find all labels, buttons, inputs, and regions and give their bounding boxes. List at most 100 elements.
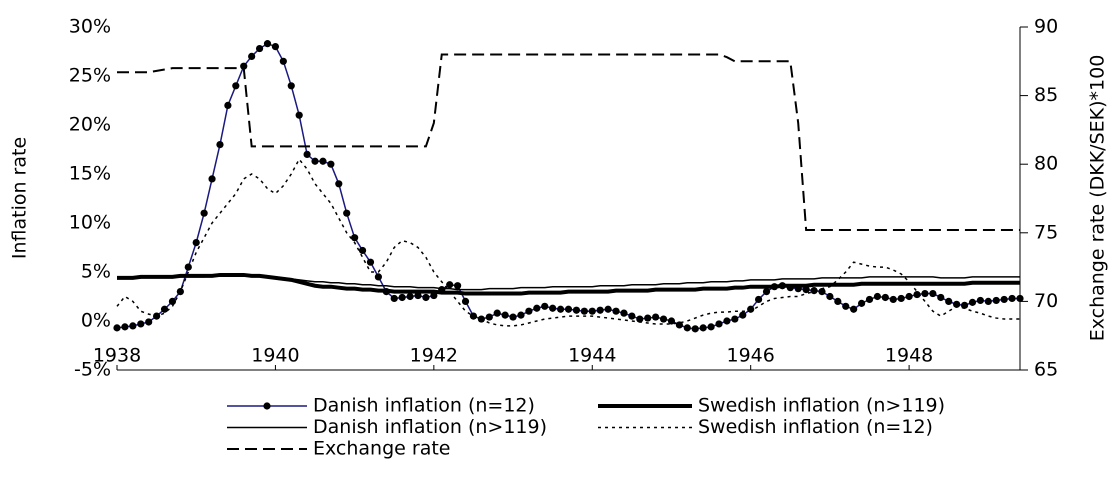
data-point	[129, 322, 137, 330]
y2-tick-label: 75	[1034, 221, 1058, 243]
legend-label: Swedish inflation (n=12)	[698, 416, 933, 438]
data-point	[501, 311, 509, 319]
data-point	[366, 258, 375, 266]
data-point	[232, 82, 240, 90]
legend-label: Swedish inflation (n>119)	[698, 395, 945, 417]
data-point	[263, 40, 272, 48]
data-point	[992, 296, 1000, 305]
data-point	[351, 234, 359, 242]
data-point	[422, 293, 430, 302]
data-point	[802, 286, 810, 294]
series-line	[117, 272, 1020, 296]
data-point	[200, 209, 208, 217]
data-point	[255, 44, 264, 53]
data-point	[620, 309, 628, 317]
data-point	[842, 302, 850, 310]
series-line	[117, 275, 1020, 291]
data-point	[612, 307, 620, 315]
data-point	[319, 157, 327, 165]
data-point	[517, 311, 525, 319]
data-point	[818, 288, 826, 296]
data-point	[976, 296, 984, 305]
data-point	[248, 52, 256, 61]
data-point	[240, 62, 248, 70]
data-point	[889, 295, 897, 304]
data-point	[192, 239, 200, 247]
data-point	[414, 291, 422, 300]
data-point	[699, 324, 707, 332]
data-point	[628, 312, 636, 320]
data-point	[715, 320, 723, 328]
data-point	[327, 160, 335, 168]
data-point	[343, 209, 351, 217]
y2-tick-label: 65	[1034, 359, 1058, 381]
x-tick-label: 1946	[727, 345, 775, 367]
data-point	[374, 273, 382, 281]
data-point	[541, 302, 549, 310]
data-point	[873, 292, 882, 301]
data-point	[398, 293, 406, 302]
data-point	[921, 289, 929, 298]
data-point	[691, 325, 699, 333]
y2-tick-label: 70	[1034, 290, 1058, 312]
data-point	[137, 320, 145, 328]
data-point	[564, 305, 573, 313]
data-point	[604, 305, 612, 313]
data-point	[897, 294, 905, 303]
data-point	[525, 307, 533, 315]
data-point	[295, 111, 303, 119]
y-tick-label: 15%	[69, 163, 111, 185]
legend-label: Exchange rate	[313, 438, 450, 460]
data-point	[208, 175, 216, 183]
data-point	[216, 141, 224, 149]
data-point	[683, 324, 691, 332]
data-point	[406, 292, 414, 301]
series-line	[117, 53, 1020, 232]
data-point	[945, 297, 953, 305]
data-point	[485, 313, 493, 321]
data-point	[667, 317, 676, 325]
x-tick-label: 1938	[93, 345, 141, 367]
data-point	[113, 324, 121, 332]
data-point	[731, 315, 739, 323]
data-point	[596, 306, 604, 314]
data-point	[287, 82, 295, 90]
data-point	[533, 304, 541, 312]
x-tick-label: 1944	[568, 345, 616, 367]
data-point	[145, 318, 153, 326]
x-tick-label: 1948	[885, 345, 933, 367]
data-point	[335, 180, 343, 188]
legend-marker	[263, 402, 271, 410]
data-point	[850, 305, 858, 313]
data-point	[580, 307, 588, 315]
y2-tick-label: 90	[1034, 16, 1058, 38]
y-axis-title: Inflation rate	[9, 137, 31, 259]
data-point	[588, 307, 596, 315]
data-point	[358, 246, 367, 255]
y-tick-label: 30%	[69, 16, 111, 38]
data-point	[1008, 294, 1016, 303]
data-point	[834, 297, 842, 305]
data-point	[881, 293, 889, 302]
data-point	[810, 287, 818, 295]
data-point	[707, 323, 715, 331]
data-point	[739, 311, 747, 319]
x-tick-label: 1940	[251, 345, 299, 367]
legend-label: Danish inflation (n=12)	[313, 395, 535, 417]
data-point	[755, 295, 763, 304]
data-point	[913, 290, 921, 299]
data-point	[937, 293, 945, 302]
data-point	[762, 288, 771, 296]
data-point	[160, 305, 169, 313]
data-point	[636, 315, 644, 323]
data-point	[168, 297, 177, 305]
y-tick-label: 0%	[81, 310, 111, 332]
data-point	[224, 101, 232, 109]
y-tick-label: 10%	[69, 212, 111, 234]
data-point	[1000, 295, 1008, 304]
y2-axis-title: Exchange rate (DKK/SEK)*100	[1087, 55, 1109, 342]
data-point	[652, 313, 660, 321]
y2-tick-label: 85	[1034, 84, 1058, 106]
data-point	[279, 57, 287, 65]
data-point	[556, 305, 565, 313]
